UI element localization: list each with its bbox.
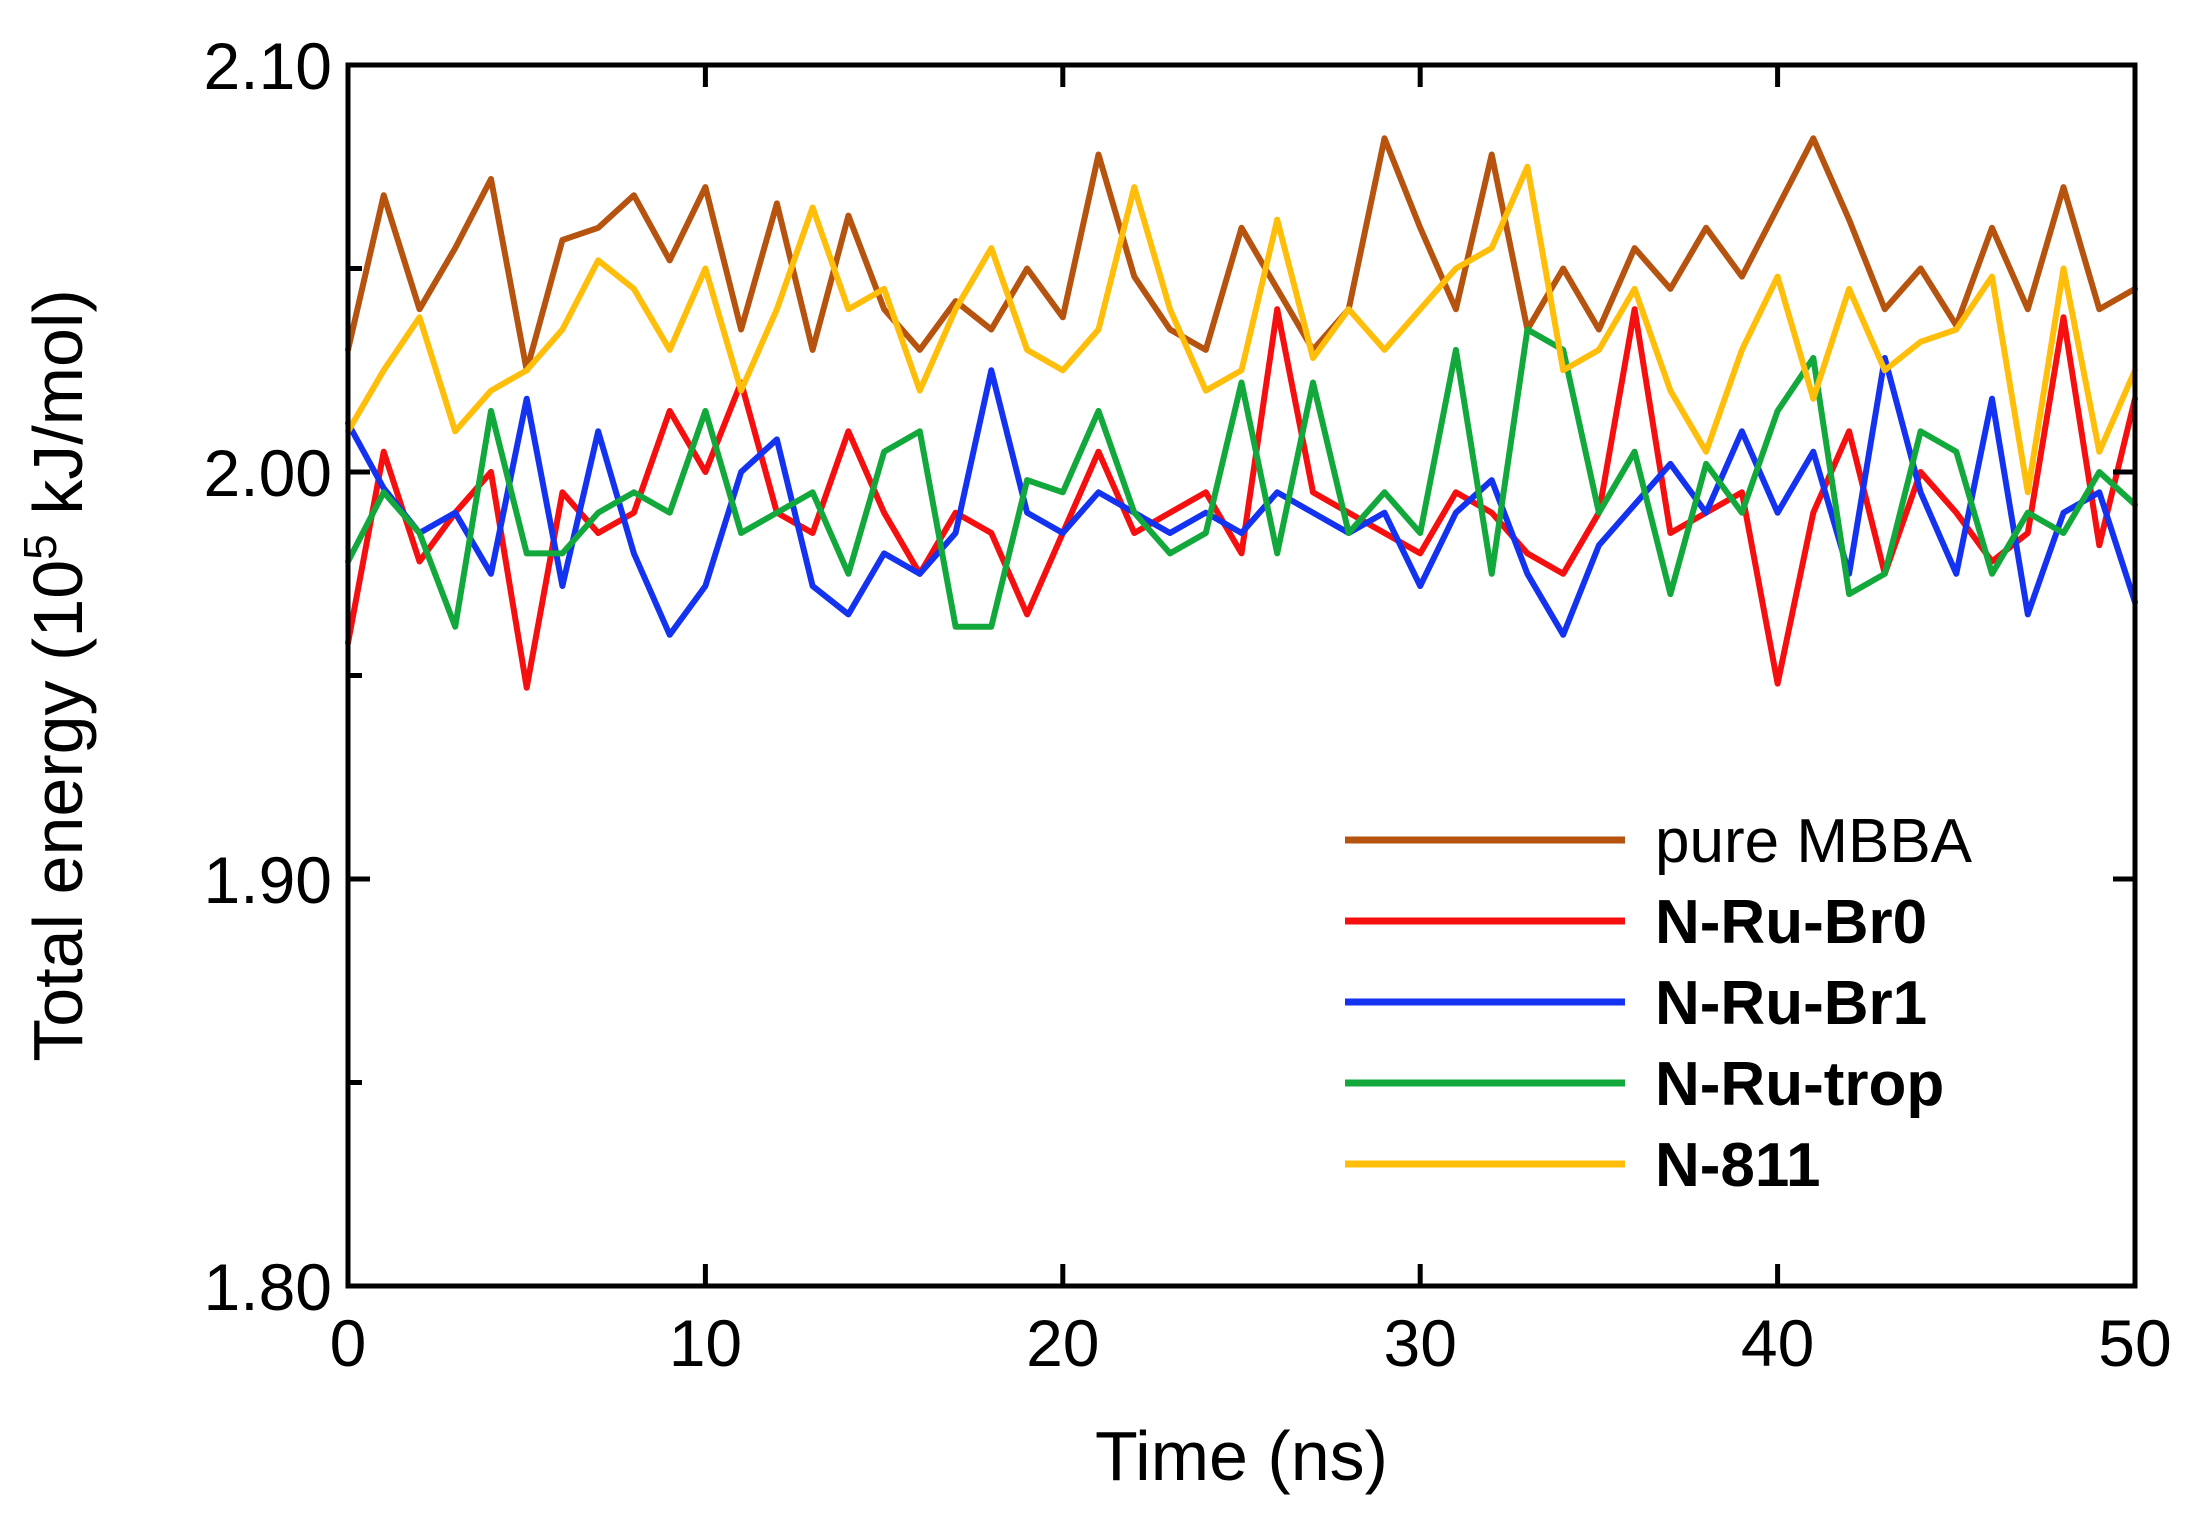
series-layer <box>345 135 2138 691</box>
y-tick-label: 2.10 <box>204 29 332 103</box>
x-tick-label: 0 <box>330 1306 367 1380</box>
legend-label-pure-mbba: pure MBBA <box>1655 807 1973 876</box>
x-tick-label: 40 <box>1741 1306 1814 1380</box>
legend-label-n-ru-br0: N-Ru-Br0 <box>1655 888 1927 957</box>
series-line-n-811 <box>345 163 2138 496</box>
y-axis-title: Total energy (105 kJ/mol) <box>14 289 97 1062</box>
legend-label-n-ru-br1: N-Ru-Br1 <box>1655 969 1927 1038</box>
legend: pure MBBA N-Ru-Br0 N-Ru-Br1 N-Ru-trop N-811 <box>1345 807 1973 1200</box>
y-tick-label: 2.00 <box>204 436 332 510</box>
legend-label-n-ru-trop: N-Ru-trop <box>1655 1050 1944 1119</box>
x-tick-label: 30 <box>1383 1306 1456 1380</box>
x-tick-label: 10 <box>669 1306 742 1380</box>
x-axis-title: Time (ns) <box>1095 1417 1388 1495</box>
x-tick-label: 20 <box>1026 1306 1099 1380</box>
tick-labels-layer: 0 10 20 30 40 50 1.80 1.90 2.00 2.10 <box>204 29 2172 1380</box>
ticks-layer <box>345 62 2138 1289</box>
series-line-pure-mbba <box>345 135 2138 374</box>
series-line-n-ru-br0 <box>345 306 2138 691</box>
x-tick-label: 50 <box>2098 1306 2171 1380</box>
y-tick-label: 1.80 <box>204 1250 332 1324</box>
y-tick-label: 1.90 <box>204 843 332 917</box>
series-line-n-ru-trop <box>345 326 2138 630</box>
legend-label-n-811: N-811 <box>1655 1131 1820 1200</box>
